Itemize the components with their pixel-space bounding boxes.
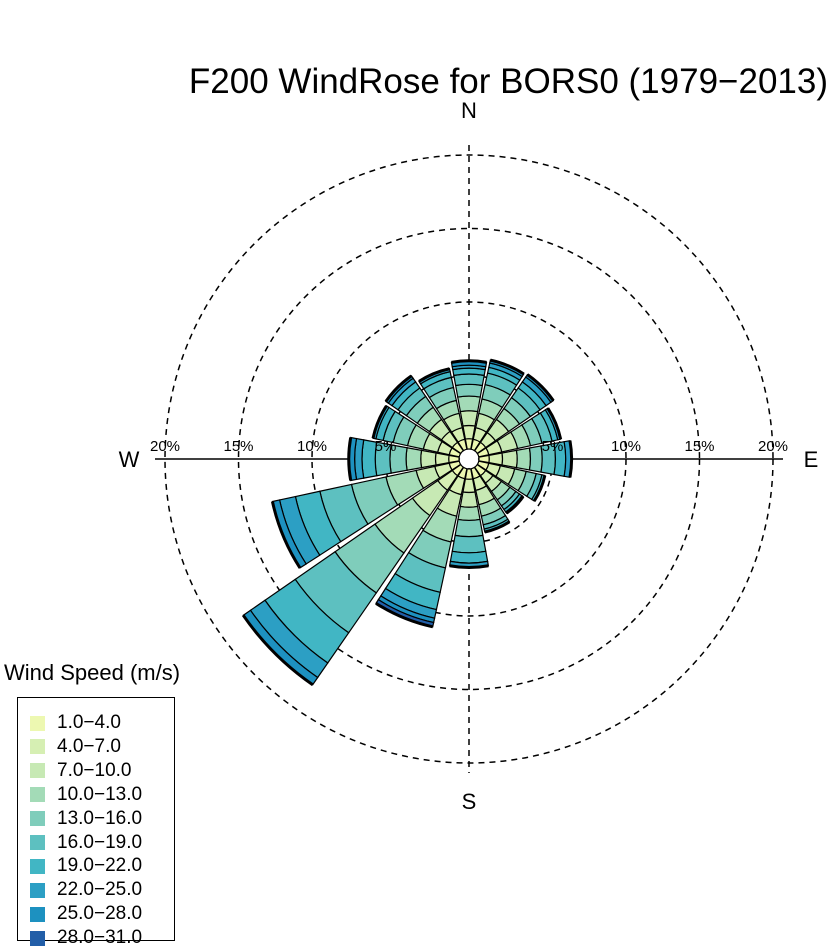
ring-label-15-east: 15% <box>684 438 714 455</box>
legend-swatch <box>30 835 45 850</box>
petal-ene-outline <box>546 407 563 440</box>
legend-label: 16.0−19.0 <box>57 831 143 853</box>
petal-nne <box>470 358 525 452</box>
petal-sse-outline <box>484 520 511 534</box>
petal-ssw <box>375 466 468 629</box>
petal-nw-outline <box>384 374 413 403</box>
legend-label: 10.0−13.0 <box>57 783 143 805</box>
petal-sse <box>470 466 511 534</box>
ring-label-20-east: 20% <box>758 438 788 455</box>
petal-w-bin-4 <box>405 447 423 471</box>
compass-label-west: W <box>119 447 140 472</box>
legend-item: 19.0−22.0 <box>30 855 142 877</box>
ring-label-20-west: 20% <box>150 438 180 455</box>
petal-n-bin-6 <box>453 373 485 387</box>
petal-s-outline <box>449 564 489 569</box>
petal-sw <box>242 463 465 686</box>
petal-e-outline <box>568 440 574 478</box>
petal-se <box>473 463 525 515</box>
petal-e <box>478 439 574 479</box>
petal-w <box>347 436 460 482</box>
ring-label-5-west: 5% <box>375 438 397 455</box>
petal-w-outline <box>347 437 353 481</box>
petals <box>242 358 574 686</box>
petal-s-bin-5 <box>454 518 484 538</box>
legend-label: 19.0−22.0 <box>57 855 143 877</box>
petal-n-bin-5 <box>454 383 484 398</box>
legend-label: 13.0−16.0 <box>57 807 143 829</box>
compass-label-north: N <box>461 98 477 123</box>
ring-label-15-west: 15% <box>223 438 253 455</box>
chart-title: F200 WindRose for BORS0 (1979−2013) <box>188 62 828 101</box>
petal-e-bin-5 <box>528 445 543 473</box>
legend-swatch <box>30 858 45 874</box>
legend-label: 4.0−7.0 <box>57 735 121 757</box>
petal-nne-outline <box>490 358 525 376</box>
petal-s <box>448 468 490 569</box>
petal-n-bin-4 <box>457 395 481 413</box>
petal-e-bin-3 <box>501 449 518 469</box>
petal-e-bin-4 <box>515 447 532 471</box>
legend-swatch <box>30 811 45 827</box>
petal-wsw <box>270 460 462 569</box>
petal-sw-outline <box>242 614 314 686</box>
legend-item: 10.0−13.0 <box>30 784 142 806</box>
petal-s-bin-3 <box>459 491 479 508</box>
petal-ese <box>476 460 547 502</box>
petal-wsw-outline <box>270 501 302 569</box>
legend-item: 22.0−25.0 <box>30 879 142 901</box>
petal-ne <box>473 373 555 455</box>
petal-s-bin-7 <box>449 550 489 564</box>
compass-label-south: S <box>462 789 477 814</box>
legend-item: 25.0−28.0 <box>30 903 142 925</box>
legend-label: 7.0−10.0 <box>57 759 132 781</box>
petal-nnw <box>418 367 468 452</box>
legend-item: 13.0−16.0 <box>30 808 142 830</box>
petal-w-bin-3 <box>420 449 437 469</box>
petal-n-outline <box>451 359 487 364</box>
petal-ese-outline <box>532 475 547 502</box>
petal-s-bin-4 <box>457 505 481 522</box>
legend-label: 25.0−28.0 <box>57 903 143 925</box>
legend-swatch <box>30 787 45 803</box>
legend-item: 7.0−10.0 <box>30 760 132 782</box>
legend-swatch <box>30 906 45 922</box>
axis-labels: 5% 5% 10% 10% 15% 15% 20% 20% N S W E <box>119 98 819 814</box>
petal-ssw-outline <box>375 602 434 629</box>
legend-item: 28.0−31.0 <box>30 927 142 949</box>
petal-nnw-outline <box>418 367 450 383</box>
compass-label-east: E <box>804 447 819 472</box>
petal-n <box>450 359 488 450</box>
legend-swatch <box>30 882 45 898</box>
petal-se-outline <box>505 495 525 515</box>
legend-item: 1.0−4.0 <box>30 712 121 734</box>
legend-label: 1.0−4.0 <box>57 712 121 733</box>
petal-wnw <box>371 404 462 458</box>
petal-wnw-outline <box>371 404 388 439</box>
center-hole <box>460 450 478 468</box>
legend-swatch <box>30 715 45 731</box>
petal-ene <box>476 407 563 458</box>
legend: 1.0−4.0 4.0−7.0 7.0−10.0 10.0−13.0 13.0−16.0… <box>17 697 175 948</box>
legend-label: 22.0−25.0 <box>57 879 143 901</box>
ring-label-5-east: 5% <box>542 438 564 455</box>
petal-ne-outline <box>526 373 555 402</box>
legend-title: Wind Speed (m/s) <box>4 660 181 685</box>
petal-n-bin-3 <box>459 410 479 427</box>
legend-swatch <box>30 763 45 779</box>
legend-item: 16.0−19.0 <box>30 832 142 854</box>
legend-item: 4.0−7.0 <box>30 736 121 758</box>
legend-swatch <box>30 739 45 755</box>
petal-nw <box>384 374 465 455</box>
legend-label: 28.0−31.0 <box>57 927 143 949</box>
ring-label-10-west: 10% <box>297 438 327 455</box>
ring-label-10-east: 10% <box>611 438 641 455</box>
petal-s-bin-6 <box>451 534 487 554</box>
legend-swatch <box>30 930 45 946</box>
